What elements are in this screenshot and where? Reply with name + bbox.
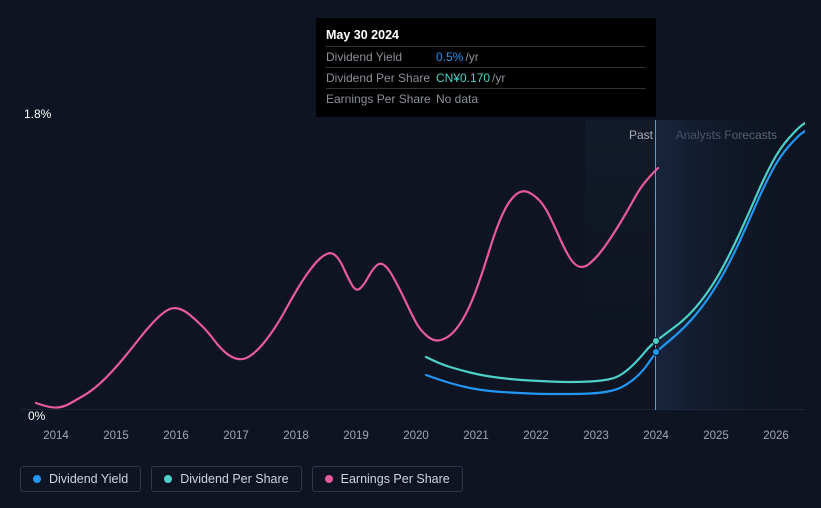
x-axis-tick: 2024: [643, 430, 669, 442]
x-axis-tick: 2025: [703, 430, 729, 442]
x-axis-tick: 2021: [463, 430, 489, 442]
x-axis-tick: 2022: [523, 430, 549, 442]
x-axis-tick: 2015: [103, 430, 129, 442]
legend-item[interactable]: Earnings Per Share: [312, 466, 463, 492]
legend-dot-icon: [325, 475, 333, 483]
plot-area[interactable]: [20, 120, 805, 410]
legend: Dividend Yield Dividend Per Share Earnings…: [20, 466, 463, 492]
x-axis-tick: 2014: [43, 430, 69, 442]
tooltip-row: Dividend Per ShareCN¥0.170/yr: [326, 67, 646, 88]
tooltip-row-unit: /yr: [465, 50, 478, 64]
legend-label: Dividend Per Share: [180, 472, 288, 486]
tooltip-row-value: 0.5%: [436, 50, 463, 64]
x-axis-tick: 2026: [763, 430, 789, 442]
tooltip-row: Earnings Per ShareNo data: [326, 88, 646, 109]
y-axis-min-label: 0%: [28, 409, 45, 423]
legend-dot-icon: [33, 475, 41, 483]
chart-tooltip: May 30 2024 Dividend Yield0.5%/yrDividen…: [316, 18, 656, 117]
tooltip-row-label: Dividend Per Share: [326, 71, 436, 85]
x-axis: 2014 2015 2016 2017 2018 2019 2020 2021 2022 2023…: [20, 430, 805, 448]
tooltip-row-label: Earnings Per Share: [326, 92, 436, 106]
x-axis-tick: 2017: [223, 430, 249, 442]
chart-area: 1.8% 0% Past Analysts Forecasts: [20, 108, 805, 422]
cursor-marker: [652, 348, 660, 356]
tooltip-row: Dividend Yield0.5%/yr: [326, 46, 646, 67]
legend-label: Dividend Yield: [49, 472, 128, 486]
tooltip-row-value: CN¥0.170: [436, 71, 490, 85]
x-axis-tick: 2019: [343, 430, 369, 442]
legend-item[interactable]: Dividend Per Share: [151, 466, 301, 492]
x-axis-tick: 2016: [163, 430, 189, 442]
cursor-marker: [652, 337, 660, 345]
tooltip-date: May 30 2024: [326, 24, 646, 46]
x-axis-tick: 2023: [583, 430, 609, 442]
tooltip-row-unit: /yr: [492, 71, 505, 85]
tooltip-row-label: Dividend Yield: [326, 50, 436, 64]
legend-dot-icon: [164, 475, 172, 483]
legend-item[interactable]: Dividend Yield: [20, 466, 141, 492]
tooltip-row-value: No data: [436, 92, 478, 106]
series-line-earnings: [36, 168, 658, 408]
x-axis-tick: 2020: [403, 430, 429, 442]
legend-label: Earnings Per Share: [341, 472, 450, 486]
x-axis-tick: 2018: [283, 430, 309, 442]
y-axis-max-label: 1.8%: [24, 107, 51, 121]
cursor-line: [655, 120, 656, 410]
